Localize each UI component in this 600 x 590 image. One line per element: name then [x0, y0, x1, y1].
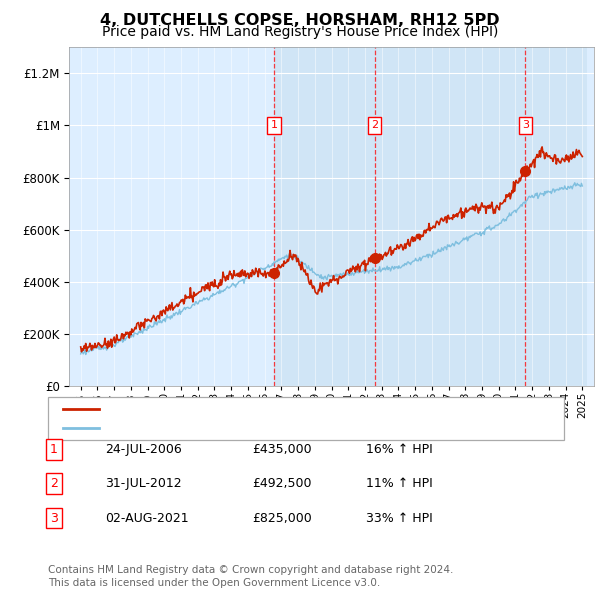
Text: 16% ↑ HPI: 16% ↑ HPI: [366, 443, 433, 456]
Text: 24-JUL-2006: 24-JUL-2006: [105, 443, 182, 456]
Text: £435,000: £435,000: [252, 443, 311, 456]
Text: 1: 1: [50, 443, 58, 456]
Text: 1: 1: [271, 120, 277, 130]
Text: 2: 2: [50, 477, 58, 490]
Text: £492,500: £492,500: [252, 477, 311, 490]
Text: 11% ↑ HPI: 11% ↑ HPI: [366, 477, 433, 490]
Text: Contains HM Land Registry data © Crown copyright and database right 2024.
This d: Contains HM Land Registry data © Crown c…: [48, 565, 454, 588]
Text: 3: 3: [521, 120, 529, 130]
Bar: [374, 47, 525, 386]
Text: £825,000: £825,000: [252, 512, 312, 525]
Text: 31-JUL-2012: 31-JUL-2012: [105, 477, 182, 490]
Text: 4, DUTCHELLS COPSE, HORSHAM, RH12 5PD (detached house): 4, DUTCHELLS COPSE, HORSHAM, RH12 5PD (d…: [105, 402, 499, 415]
Bar: [274, 47, 374, 386]
Text: 02-AUG-2021: 02-AUG-2021: [105, 512, 188, 525]
Text: 33% ↑ HPI: 33% ↑ HPI: [366, 512, 433, 525]
Text: 2: 2: [371, 120, 378, 130]
Bar: [525, 47, 587, 386]
Text: HPI: Average price, detached house, Horsham: HPI: Average price, detached house, Hors…: [105, 422, 394, 435]
Text: 4, DUTCHELLS COPSE, HORSHAM, RH12 5PD: 4, DUTCHELLS COPSE, HORSHAM, RH12 5PD: [100, 13, 500, 28]
Text: 3: 3: [50, 512, 58, 525]
Text: Price paid vs. HM Land Registry's House Price Index (HPI): Price paid vs. HM Land Registry's House …: [102, 25, 498, 40]
